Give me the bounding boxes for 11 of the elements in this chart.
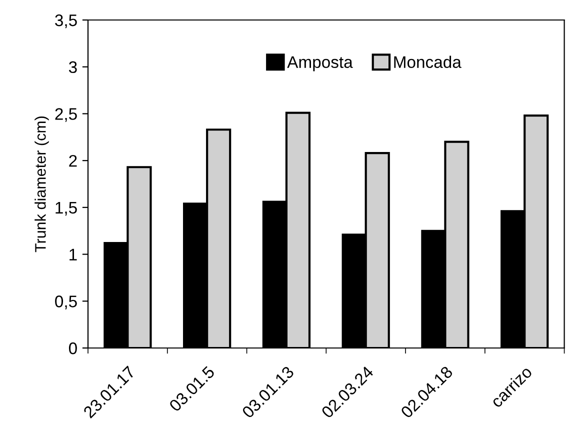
y-tick-label: 2	[69, 154, 77, 167]
y-tick-label: 3	[68, 61, 77, 74]
y-tick-label: 2,5	[55, 108, 77, 122]
y-tick-label: 3,5	[55, 14, 77, 28]
y-tick-label: 0,5	[55, 296, 77, 310]
y-tick-label: 0	[68, 342, 77, 354]
legend-label: Moncada	[394, 56, 462, 68]
y-tick-label: 1,5	[56, 202, 77, 216]
y-axis-title: Trunk diameter (cm)	[34, 116, 49, 252]
legend-label: Amposta	[287, 56, 353, 72]
y-tick-label: 1	[70, 248, 77, 260]
